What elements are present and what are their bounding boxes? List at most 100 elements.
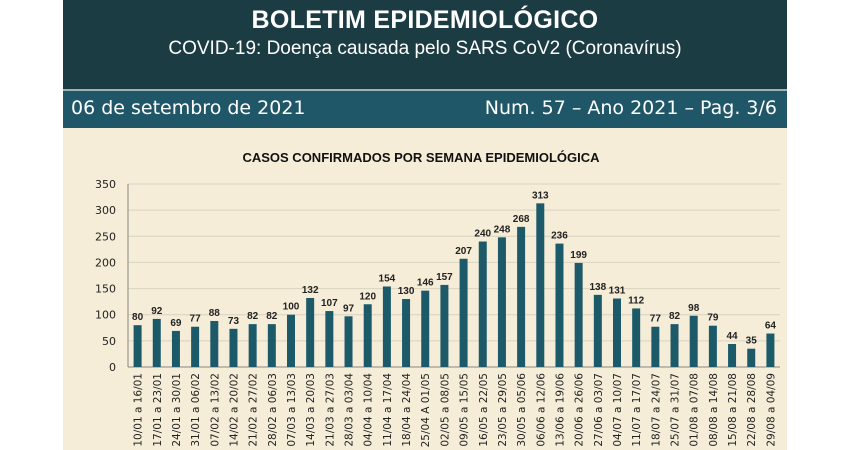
data-label: 82 [669,311,681,322]
bar [344,316,353,367]
x-tick-label: 20/06 a 26/06 [574,373,586,447]
bar [133,325,142,367]
x-tick-label: 18/04 a 24/04 [401,373,413,447]
bar [402,299,411,367]
issue-info: Num. 57 – Ano 2021 – Pag. 3/6 [484,97,777,119]
bar [766,333,775,367]
data-label: 88 [209,308,221,319]
data-label: 154 [379,273,396,284]
x-tick-label: 25/04 A 01/05 [420,373,432,447]
y-tick-label: 100 [95,309,116,322]
data-label: 132 [302,285,319,296]
x-tick-label: 01/08 a 07/08 [689,373,701,447]
x-tick-label: 09/05 a 15/05 [459,373,471,447]
x-tick-label: 30/05 a 05/06 [516,373,528,447]
bulletin-header: BOLETIM EPIDEMIOLÓGICO COVID-19: Doença … [63,0,787,89]
x-tick-label: 28/02 a 06/03 [267,373,279,447]
data-label: 69 [170,318,182,329]
bar [593,294,602,367]
chart-title: CASOS CONFIRMADOS POR SEMANA EPIDEMIOLÓG… [242,150,600,165]
y-tick-label: 350 [95,178,116,191]
bar [747,348,756,367]
data-label: 157 [436,272,453,283]
x-tick-label: 31/01 a 06/02 [190,373,202,447]
x-tick-label: 21/02 a 27/02 [248,373,260,447]
bulletin-subtitle: COVID-19: Doença causada pelo SARS CoV2 … [168,38,682,59]
x-tick-label: 07/02 a 13/02 [209,373,221,447]
x-tick-label: 18/07 a 24/07 [650,373,662,447]
x-tick-label: 07/03 a 13/03 [286,373,298,447]
bar [613,298,621,367]
x-tick-label: 25/07 a 31/07 [670,373,682,447]
data-label: 82 [266,311,278,322]
y-tick-label: 200 [95,256,116,269]
x-tick-label: 02/05 a 08/05 [439,373,451,447]
data-label: 138 [589,282,606,293]
bar [440,284,449,367]
bar [287,314,295,367]
data-label: 240 [474,229,491,240]
bar [497,237,506,367]
bar [267,324,276,367]
bar [229,328,238,367]
divider [63,89,787,91]
x-tick-label: 21/03 a 27/03 [324,373,336,447]
data-label: 130 [398,286,415,297]
x-tick-label: 14/02 a 20/02 [228,373,240,447]
data-label: 236 [551,231,568,242]
x-tick-label: 14/03 a 20/03 [305,373,317,447]
x-tick-label: 11/04 a 17/04 [382,373,394,447]
data-label: 100 [283,302,300,313]
data-label: 82 [247,311,259,322]
x-tick-label: 13/06 a 19/06 [554,373,566,447]
x-tick-label: 17/01 a 23/01 [152,373,164,447]
x-tick-label: 28/03 a 03/04 [344,373,356,447]
y-tick-label: 150 [95,283,116,296]
x-tick-label: 04/04 a 10/04 [363,373,375,447]
data-label: 248 [494,224,511,235]
data-label: 98 [688,303,700,314]
bar [382,286,391,367]
bar [421,290,430,367]
x-tick-label: 11/07 a 17/07 [631,373,643,447]
data-label: 313 [532,190,549,201]
x-tick-label: 15/08 a 21/08 [727,373,739,447]
data-label: 77 [650,314,662,325]
data-label: 97 [343,303,355,314]
data-label: 207 [455,246,472,257]
y-tick-label: 300 [95,204,116,217]
x-tick-label: 08/08 a 14/08 [708,373,720,447]
x-tick-label: 23/05 a 29/05 [497,373,509,447]
x-tick-label: 27/06 a 03/07 [593,373,605,447]
bar [459,258,468,367]
data-label: 64 [765,321,777,332]
data-label: 73 [228,316,240,327]
y-tick-label: 250 [95,230,116,243]
bar [670,324,679,367]
bar [171,330,180,367]
data-label: 77 [190,314,202,325]
data-label: 120 [359,291,376,302]
x-tick-label: 22/08 a 28/08 [746,373,758,447]
publication-date: 06 de setembro de 2021 [71,97,306,119]
bar [689,315,698,367]
y-tick-label: 50 [102,335,116,348]
bar [517,226,526,367]
date-bar: 06 de setembro de 2021 Num. 57 – Ano 202… [63,91,787,128]
x-tick-label: 04/07 a 10/07 [612,373,624,447]
bar [152,318,161,367]
data-label: 107 [321,298,338,309]
bulletin-title: BOLETIM EPIDEMIOLÓGICO [251,6,599,34]
bar [210,320,219,367]
data-label: 146 [417,278,434,289]
bar [248,324,257,367]
bar [574,262,583,367]
y-tick-label: 0 [109,361,116,374]
data-label: 112 [628,295,645,306]
data-label: 268 [513,214,530,225]
bar [555,243,564,367]
bar [536,203,545,367]
bar [478,241,487,367]
data-label: 35 [746,336,758,347]
